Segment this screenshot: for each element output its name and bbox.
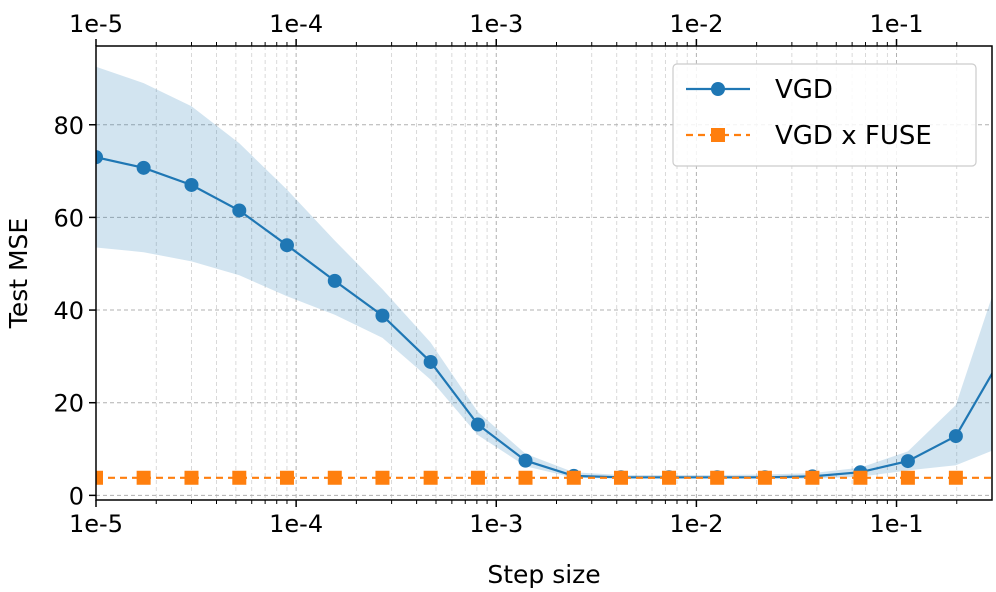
vgd-fuse-point xyxy=(662,470,677,485)
vgd-fuse-point xyxy=(853,470,868,485)
y-tick-label: 80 xyxy=(53,112,84,140)
vgd-fuse-point xyxy=(423,470,438,485)
vgd-fuse-point xyxy=(710,470,725,485)
vgd-point xyxy=(232,203,247,218)
vgd-fuse-point xyxy=(375,470,390,485)
x-tick-label: 1e-1 xyxy=(870,510,924,538)
vgd-point xyxy=(518,453,533,468)
vgd-fuse-point xyxy=(232,470,247,485)
y-tick-label: 60 xyxy=(53,204,84,232)
vgd-fuse-point xyxy=(184,470,199,485)
legend-vgd-label: VGD xyxy=(775,75,833,105)
x-top-tick-label: 1e-5 xyxy=(69,10,123,38)
y-tick-label: 20 xyxy=(53,390,84,418)
vgd-fuse-point xyxy=(96,470,103,485)
vgd-fuse-point xyxy=(470,470,485,485)
x-tick-label: 1e-4 xyxy=(269,510,323,538)
vgd-fuse-point xyxy=(518,470,533,485)
series-layer xyxy=(96,150,992,485)
vgd-point xyxy=(948,429,963,444)
legend-vgd-marker xyxy=(711,82,725,96)
y-tick-label: 40 xyxy=(53,297,84,325)
vgd-confidence-band xyxy=(96,66,992,479)
vgd-point xyxy=(470,417,485,432)
vgd-fuse-point xyxy=(948,470,963,485)
y-axis-label: Test MSE xyxy=(4,218,33,329)
vgd-fuse-point xyxy=(279,470,294,485)
vgd-line xyxy=(96,156,992,479)
x-tick-label: 1e-3 xyxy=(469,510,523,538)
vgd-point xyxy=(279,238,294,253)
vgd-point xyxy=(136,160,151,175)
legend: VGD VGD x FUSE xyxy=(672,63,977,167)
grid xyxy=(95,46,992,500)
vgd-point xyxy=(96,150,103,165)
y-tick-label: 0 xyxy=(69,482,84,510)
vgd-point xyxy=(184,177,199,192)
vgd-fuse-point xyxy=(757,470,772,485)
vgd-fuse-point xyxy=(613,470,628,485)
x-tick-label: 1e-5 xyxy=(69,510,123,538)
vgd-point xyxy=(900,454,915,469)
x-top-tick-label: 1e-4 xyxy=(269,10,323,38)
vgd-fuse-point xyxy=(327,470,342,485)
ticks: 1e-5 1e-5 1e-4 1e-4 1e-3 1e-3 1e-2 1e-2 1e-1 1e-1… xyxy=(53,10,958,538)
vgd-fuse-point xyxy=(566,470,581,485)
x-top-tick-label: 1e-2 xyxy=(669,10,723,38)
vgd-point xyxy=(375,308,390,323)
x-axis-label: Step size xyxy=(487,560,600,589)
vgd-fuse-point xyxy=(805,470,820,485)
vgd-band-area xyxy=(96,66,992,479)
x-top-tick-label: 1e-1 xyxy=(870,10,924,38)
vgd-fuse-point xyxy=(136,470,151,485)
vgd-fuse-point xyxy=(900,470,915,485)
legend-fuse-label: VGD x FUSE xyxy=(775,121,932,151)
x-top-tick-label: 1e-3 xyxy=(469,10,523,38)
plot-frame xyxy=(95,45,993,501)
legend-fuse-marker xyxy=(711,128,725,142)
vgd-point xyxy=(327,273,342,288)
x-tick-label: 1e-2 xyxy=(669,510,723,538)
vgd-point xyxy=(423,354,438,369)
